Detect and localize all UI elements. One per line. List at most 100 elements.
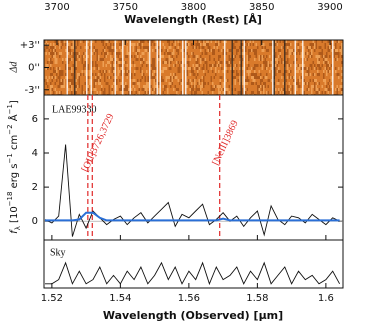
image-pixel — [141, 52, 143, 55]
image-pixel — [255, 73, 257, 76]
image-pixel — [210, 67, 212, 70]
image-pixel — [65, 67, 67, 70]
image-pixel — [152, 88, 154, 91]
image-pixel — [264, 46, 266, 49]
image-pixel — [198, 43, 200, 46]
image-pixel — [213, 49, 215, 52]
image-pixel — [336, 88, 338, 91]
image-pixel — [78, 76, 80, 79]
image-pixel — [212, 82, 214, 85]
image-pixel — [99, 76, 101, 79]
image-pixel — [219, 79, 221, 82]
image-pixel — [120, 91, 122, 94]
image-pixel — [296, 82, 298, 85]
image-pixel — [63, 85, 65, 88]
image-pixel — [314, 46, 316, 49]
image-pixel — [200, 58, 202, 61]
image-pixel — [140, 43, 142, 46]
image-pixel — [144, 49, 146, 52]
image-pixel — [123, 70, 125, 73]
image-pixel — [209, 55, 211, 58]
image-pixel — [98, 82, 100, 85]
image-pixel — [168, 46, 170, 49]
image-pixel — [48, 49, 50, 52]
image-pixel — [173, 76, 175, 79]
image-pixel — [251, 82, 253, 85]
image-pixel — [71, 52, 73, 55]
image-pixel — [135, 49, 137, 52]
image-pixel — [107, 61, 109, 64]
image-pixel — [168, 52, 170, 55]
image-pixel — [308, 49, 310, 52]
image-pixel — [150, 76, 152, 79]
image-pixel — [276, 70, 278, 73]
image-pixel — [201, 82, 203, 85]
image-pixel — [260, 76, 262, 79]
image-pixel — [246, 61, 248, 64]
image-pixel — [125, 82, 127, 85]
image-pixel — [192, 64, 194, 67]
image-pixel — [299, 52, 301, 55]
image-pixel — [102, 58, 104, 61]
image-pixel — [173, 49, 175, 52]
image-pixel — [119, 43, 121, 46]
image-pixel — [165, 79, 167, 82]
image-pixel — [180, 61, 182, 64]
image-pixel — [248, 70, 250, 73]
image-pixel — [180, 82, 182, 85]
image-pixel — [242, 82, 244, 85]
image-pixel — [105, 55, 107, 58]
image-pixel — [308, 70, 310, 73]
image-pixel — [146, 61, 148, 64]
image-pixel — [228, 64, 230, 67]
image-pixel — [318, 46, 320, 49]
image-pixel — [303, 82, 305, 85]
image-pixel — [311, 43, 313, 46]
image-pixel — [260, 73, 262, 76]
image-pixel — [242, 79, 244, 82]
image-pixel — [65, 64, 67, 67]
image-pixel — [75, 79, 77, 82]
image-pixel — [287, 58, 289, 61]
image-pixel — [68, 61, 70, 64]
image-pixel — [168, 58, 170, 61]
image-pixel — [234, 79, 236, 82]
image-pixel — [126, 88, 128, 91]
image-pixel — [87, 55, 89, 58]
image-pixel — [72, 76, 74, 79]
image-pixel — [140, 79, 142, 82]
image-pixel — [312, 79, 314, 82]
image-pixel — [54, 82, 56, 85]
image-pixel — [120, 64, 122, 67]
image-pixel — [141, 73, 143, 76]
image-pixel — [54, 88, 56, 91]
image-pixel — [150, 85, 152, 88]
image-pixel — [278, 82, 280, 85]
image-pixel — [83, 52, 85, 55]
image-pixel — [335, 49, 337, 52]
image-pixel — [170, 52, 172, 55]
image-pixel — [327, 88, 329, 91]
image-pixel — [246, 67, 248, 70]
image-pixel — [132, 43, 134, 46]
image-pixel — [95, 40, 97, 43]
image-pixel — [206, 52, 208, 55]
image-pixel — [147, 40, 149, 43]
image-pixel — [186, 70, 188, 73]
image-pixel — [221, 67, 223, 70]
image-pixel — [200, 55, 202, 58]
image-pixel — [117, 61, 119, 64]
image-streak — [272, 40, 274, 95]
image-pixel — [59, 52, 61, 55]
image-pixel — [306, 70, 308, 73]
image-pixel — [306, 73, 308, 76]
image-pixel — [200, 85, 202, 88]
image-pixel — [194, 82, 196, 85]
image-pixel — [335, 52, 337, 55]
image-pixel — [81, 55, 83, 58]
image-pixel — [104, 73, 106, 76]
image-pixel — [155, 46, 157, 49]
image-pixel — [57, 76, 59, 79]
image-pixel — [246, 82, 248, 85]
image-pixel — [152, 61, 154, 64]
